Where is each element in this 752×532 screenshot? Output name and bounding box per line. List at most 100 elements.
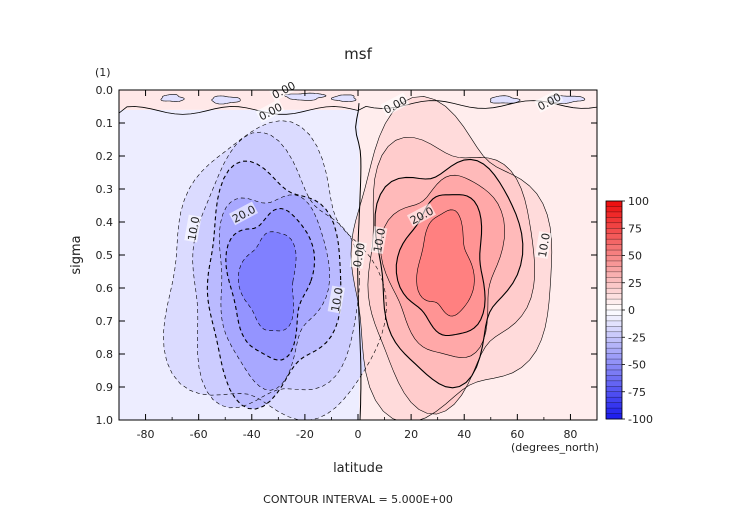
south-contour-2 (192, 131, 361, 409)
colorbar-segment (606, 244, 622, 251)
y-tick-label: 0.6 (96, 282, 114, 295)
upper-boundary-blob (211, 95, 241, 105)
colorbar-segment (606, 255, 622, 262)
contour-label-text: 10.0 (536, 232, 553, 258)
chart-subtitle: (1) (95, 66, 111, 79)
contour-label-7: 10.0 (327, 285, 346, 314)
colorbar-segment (606, 211, 622, 218)
colorbar-label: -100 (628, 413, 653, 426)
colorbar-segment (606, 228, 622, 235)
south-contour-3 (206, 160, 342, 410)
colorbar-segment (606, 201, 622, 207)
north-contour-4 (380, 174, 506, 358)
colorbar-segment (606, 233, 622, 240)
colorbar-segment (606, 364, 622, 371)
contour-label-8: 0.00 (349, 240, 368, 269)
contour-label-bg (255, 99, 285, 123)
colorbar-segment (606, 326, 622, 333)
colorbar-segment (606, 342, 622, 349)
colorbar-segment (606, 266, 622, 273)
colorbar-segment (606, 288, 622, 295)
y-tick-label: 0.7 (96, 315, 114, 328)
contour-label-bg (184, 214, 202, 243)
x-tick-label: 20 (404, 428, 418, 441)
colorbar-segment (606, 369, 622, 376)
y-tick-label: 1.0 (96, 414, 114, 427)
colorbar-segment (606, 282, 622, 289)
colorbar-segment (606, 260, 622, 267)
colorbar-segment (606, 353, 622, 360)
upper-boundary-blob (284, 92, 327, 101)
contour-label-bg (327, 285, 345, 314)
colorbar-segment (606, 348, 622, 354)
south-contour-5 (225, 207, 316, 361)
colorbar-segment (606, 402, 622, 409)
contour-label-text: 10.0 (329, 286, 346, 312)
colorbar-segment (606, 391, 622, 398)
y-axis: 0.0 0.1 0.2 0.3 0.4 0.5 0.6 0.7 0.8 0.9 1.0 (96, 84, 597, 427)
colorbar-label: 75 (628, 222, 642, 235)
colorbar-segment (606, 359, 622, 365)
y-axis-label: sigma (69, 235, 84, 274)
south-contour-6 (237, 231, 297, 332)
colorbar-label: 50 (628, 250, 642, 263)
x-axis-units: (degrees_north) (511, 441, 599, 454)
south-contour-1 (163, 120, 387, 420)
contour-label-bg (370, 226, 388, 255)
x-axis-label: latitude (333, 461, 383, 476)
contour-label-bg (406, 203, 436, 227)
footer-contour-interval: CONTOUR INTERVAL = 5.000E+00 (263, 493, 453, 506)
y-tick-label: 0.4 (96, 216, 114, 229)
y-tick-label: 0.9 (96, 381, 114, 394)
colorbar-segment (606, 206, 622, 213)
colorbar-label: -50 (628, 359, 646, 372)
colorbar-segment (606, 331, 622, 338)
y-tick-label: 0.0 (96, 84, 114, 97)
colorbar-segment (606, 380, 622, 387)
x-tick-label: 60 (510, 428, 524, 441)
x-tick-label: -80 (137, 428, 155, 441)
north-contour-6 (416, 209, 475, 317)
contour-label-text: 0.00 (351, 242, 368, 268)
x-tick-label: 80 (563, 428, 577, 441)
contour-label-9: 10.0 (370, 226, 388, 255)
upper-boundary-blob (489, 95, 521, 104)
colorbar: 100 75 50 25 0 -25 -50 -75 -100 (605, 195, 653, 426)
colorbar-segment (606, 408, 622, 414)
contour-label-bg (534, 89, 564, 113)
colorbar-segment (606, 337, 622, 344)
colorbar-segment (606, 271, 622, 278)
x-tick-label: -40 (243, 428, 261, 441)
colorbar-label: 25 (628, 277, 642, 290)
x-tick-label: 40 (457, 428, 471, 441)
y-tick-label: 0.2 (96, 150, 114, 163)
contour-label-bg (229, 201, 259, 226)
y-tick-label: 0.3 (96, 183, 114, 196)
colorbar-segment (606, 386, 622, 393)
north-contour-3 (374, 158, 524, 389)
x-tick-label: -60 (190, 428, 208, 441)
contour-label-11: 10.0 (534, 231, 553, 259)
colorbar-segment (606, 375, 622, 382)
colorbar-segment (606, 217, 622, 224)
upper-boundary-blob (160, 94, 185, 102)
colorbar-segment (606, 320, 622, 327)
contour-label-bg (534, 231, 553, 259)
chart-title: msf (344, 45, 372, 63)
colorbar-label: 0 (628, 304, 635, 317)
colorbar-segment (606, 315, 622, 322)
colorbar-segment (606, 222, 622, 229)
x-axis: -80 -60 -40 -20 0 20 40 60 80 (118, 90, 598, 441)
colorbar-label: 100 (628, 195, 649, 208)
contour-label-text: 10.0 (371, 227, 388, 253)
colorbar-segment (606, 250, 622, 256)
colorbar-segment (606, 299, 622, 305)
colorbar-segment (606, 397, 622, 404)
contour-label-5: 10.0 (184, 214, 202, 243)
colorbar-segment (606, 293, 622, 300)
north-contour-2 (367, 137, 535, 415)
north-fill-level-6 (416, 209, 475, 317)
colorbar-segment (606, 277, 622, 284)
y-tick-label: 0.1 (96, 117, 114, 130)
